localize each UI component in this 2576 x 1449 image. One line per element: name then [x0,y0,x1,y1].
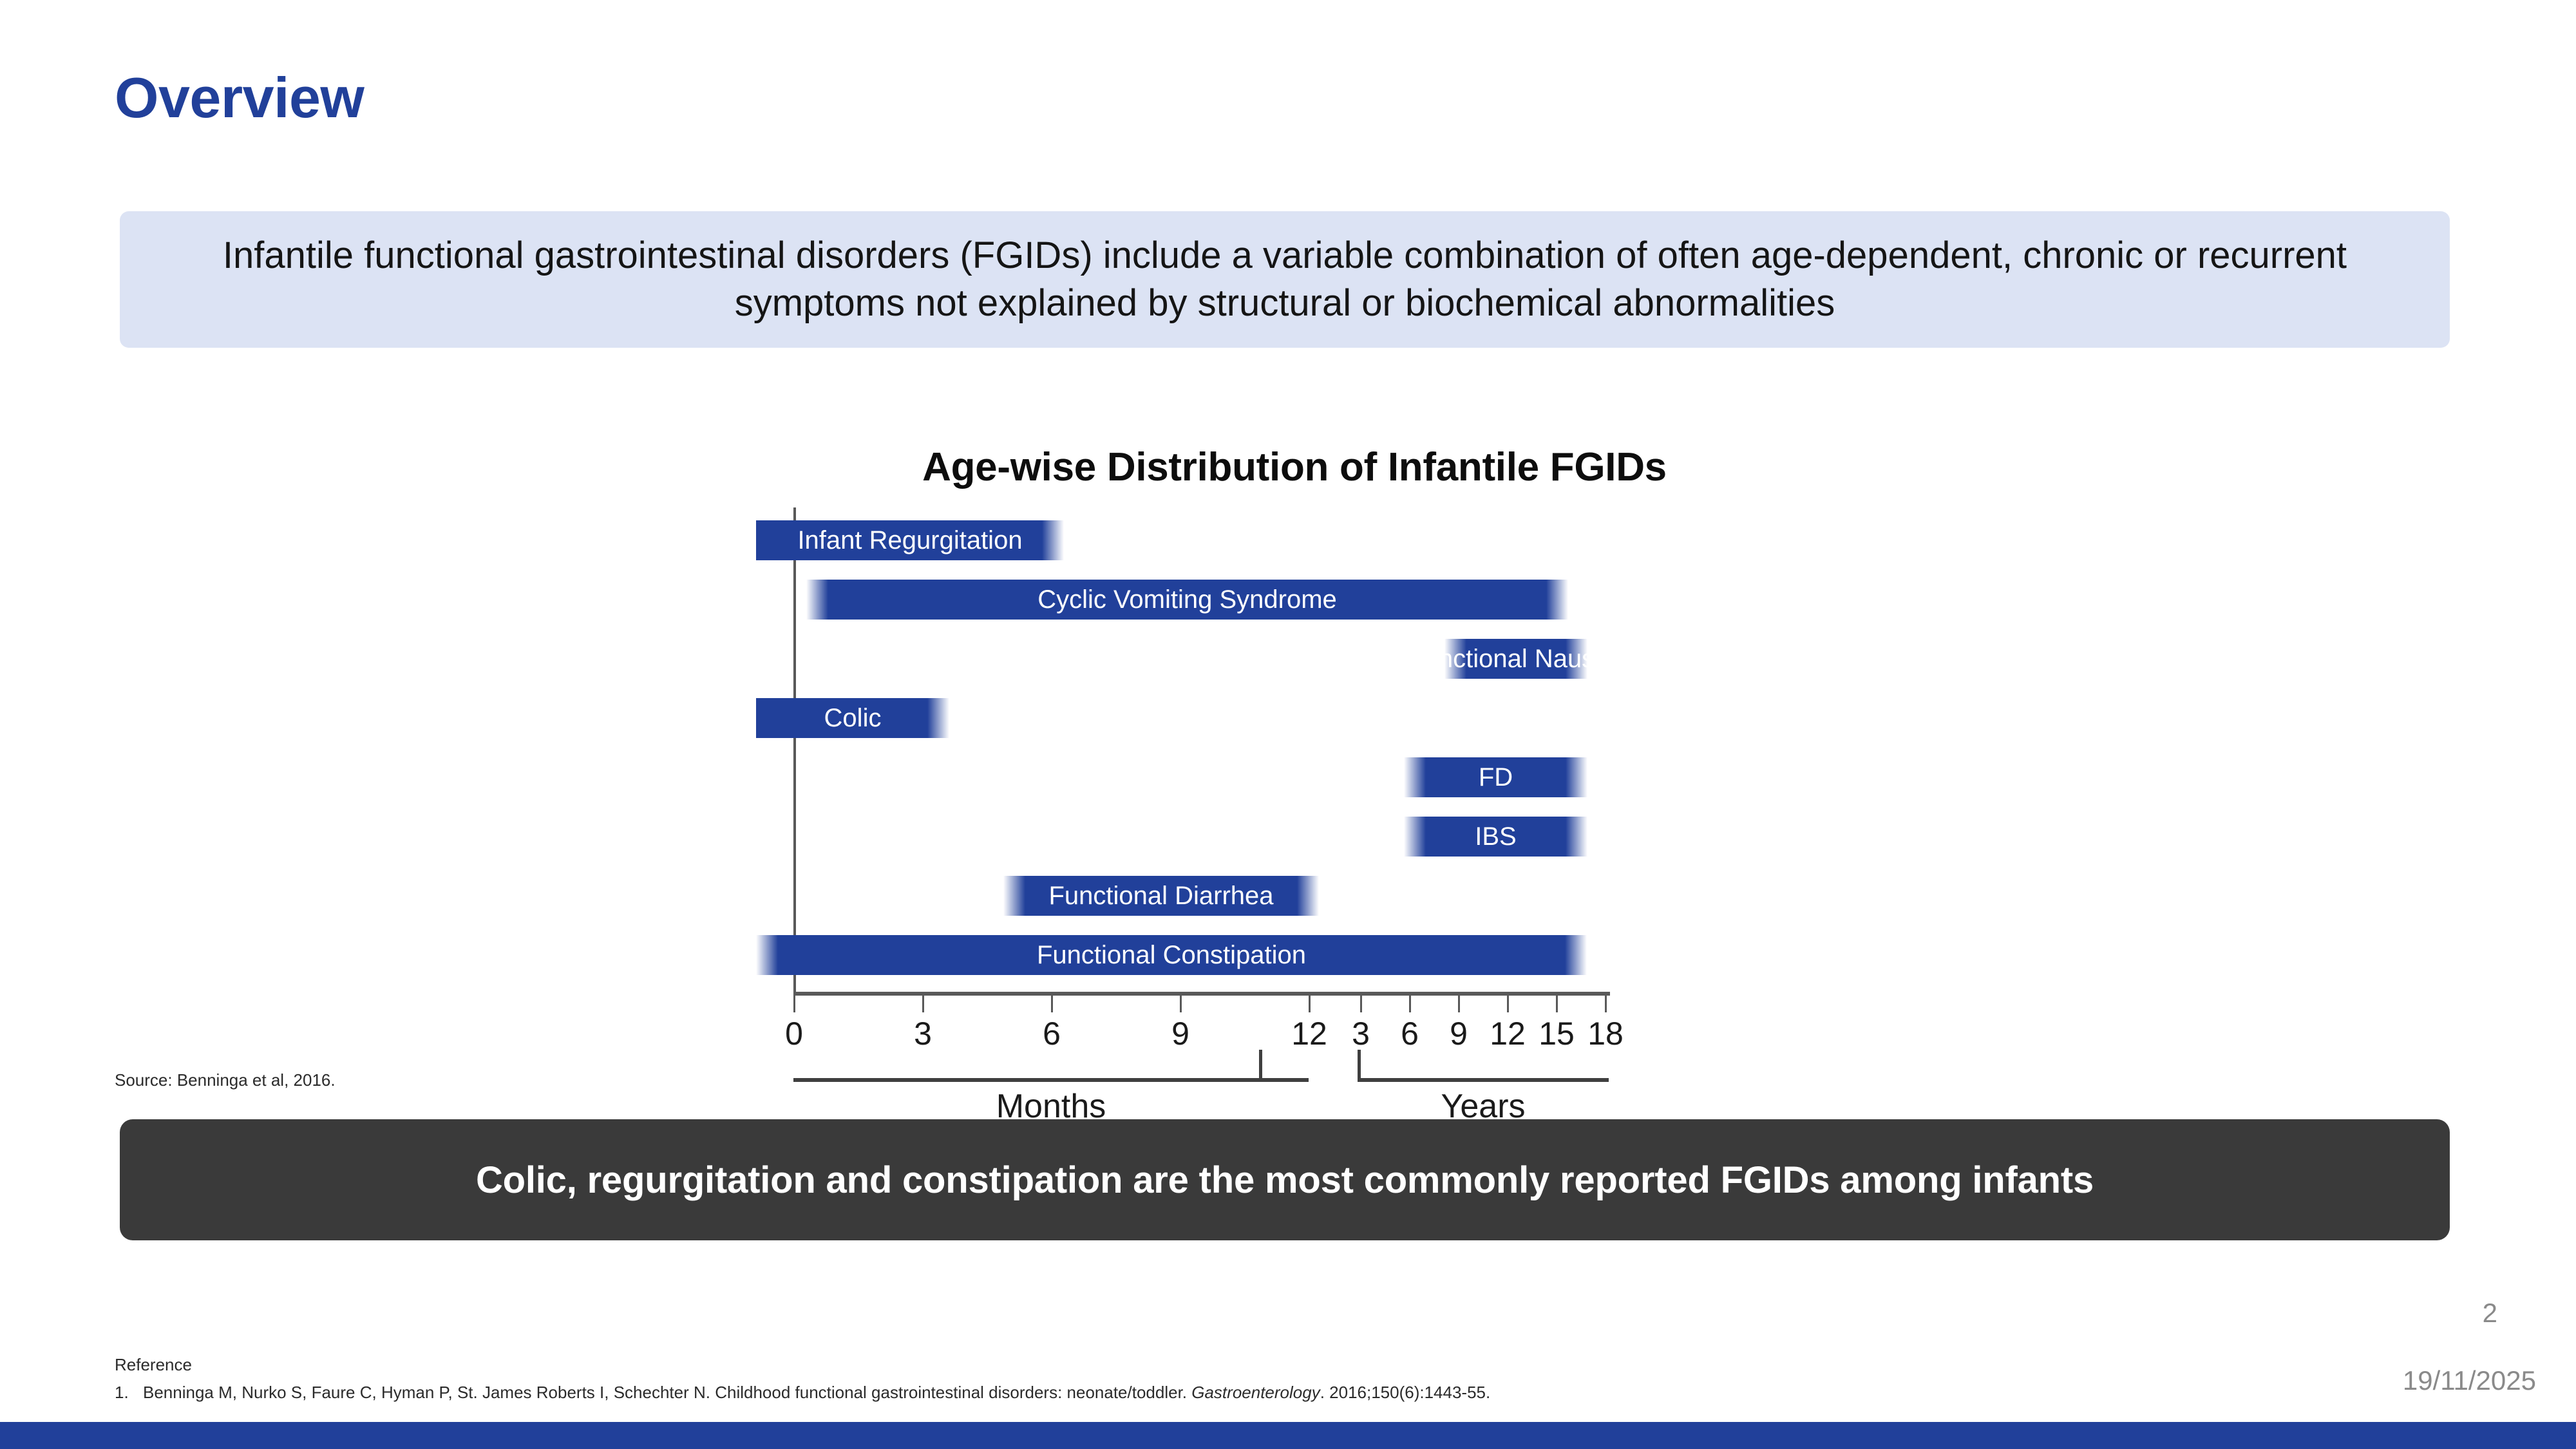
chart-bar-label: Cyclic Vomiting Syndrome [1037,585,1337,614]
lead-banner: Infantile functional gastrointestinal di… [120,211,2450,348]
x-axis-tick [922,996,924,1012]
reference-text-before: Benninga M, Nurko S, Faure C, Hyman P, S… [143,1383,1192,1402]
chart-bar: Functional Diarrhea [1003,876,1319,916]
reference-text-after: . 2016;150(6):1443-55. [1320,1383,1491,1402]
reference-number: 1. [115,1383,129,1402]
chart-bar: Infant Regurgitation [756,520,1064,560]
reference-block: Reference 1. Benninga M, Nurko S, Faure … [115,1352,1490,1405]
reference-journal-name: Gastroenterology [1191,1383,1320,1402]
x-axis-bracket-cap [1358,1050,1361,1078]
x-axis-tick [1180,996,1182,1012]
lead-banner-text: Infantile functional gastrointestinal di… [222,234,2347,324]
chart-bar-label: Colic [824,703,882,732]
chart-bar-label: Functional Diarrhea [1048,881,1274,910]
key-message-text: Colic, regurgitation and constipation ar… [475,1159,2094,1201]
chart-bar-label: Functional Nausea [1408,644,1624,673]
x-axis-line [793,992,1610,996]
chart-bar: IBS [1404,817,1587,857]
reference-item: 1. Benninga M, Nurko S, Faure C, Hyman P… [115,1380,1490,1405]
chart-bar: FD [1404,757,1587,797]
x-axis-tick-label: 3 [914,1016,932,1052]
x-axis-tick [1360,996,1362,1012]
x-axis-tick [1051,996,1053,1012]
chart-plot-area: Infant Regurgitation Cyclic Vomiting Synd… [747,507,1842,1125]
x-axis-tick [793,996,795,1012]
x-axis-tick [1458,996,1460,1012]
x-axis-tick-label: 15 [1539,1016,1575,1052]
x-axis-unit-label: Months [996,1088,1106,1125]
page-title: Overview [115,66,365,129]
x-axis-tick-label: 12 [1490,1016,1526,1052]
x-axis-tick [1507,996,1509,1012]
bottom-accent-bar [0,1422,2576,1449]
chart-bar-label: FD [1478,762,1513,791]
x-axis-tick-label: 6 [1043,1016,1061,1052]
x-axis-tick [1605,996,1607,1012]
x-axis-tick-label: 9 [1171,1016,1189,1052]
x-axis-bracket-cap [1259,1050,1262,1078]
chart-bar: Colic [756,698,949,738]
chart-title: Age-wise Distribution of Infantile FGIDs [922,445,1667,489]
key-message-banner: Colic, regurgitation and constipation ar… [120,1119,2450,1240]
fgid-age-distribution-chart: Age-wise Distribution of Infantile FGIDs… [747,444,1842,1125]
x-axis-tick-label: 12 [1291,1016,1327,1052]
x-axis-tick-label: 9 [1450,1016,1468,1052]
chart-bar-label: Infant Regurgitation [797,526,1023,554]
x-axis-tick [1556,996,1558,1012]
page-number: 2 [2482,1298,2497,1328]
y-axis-line [793,507,796,992]
source-note: Source: Benninga et al, 2016. [115,1070,336,1090]
chart-bar: Functional Constipation [756,935,1587,975]
x-axis-tick-label: 6 [1401,1016,1419,1052]
x-axis-tick-label: 0 [785,1016,803,1052]
x-axis-tick-label: 18 [1587,1016,1624,1052]
footer-date: 19/11/2025 [2402,1365,2536,1396]
reference-citation: Benninga M, Nurko S, Faure C, Hyman P, S… [143,1380,1490,1405]
x-axis-tick-label: 3 [1352,1016,1370,1052]
x-axis-unit-bracket [793,1050,1309,1082]
x-axis-tick [1309,996,1311,1012]
chart-bar-label: IBS [1475,822,1517,851]
chart-bar: Functional Nausea [1408,639,1624,679]
reference-heading: Reference [115,1355,192,1374]
x-axis-tick [1409,996,1411,1012]
x-axis-unit-bracket [1358,1050,1609,1082]
chart-bar-label: Functional Constipation [1036,940,1307,969]
x-axis-unit-label: Years [1441,1088,1526,1125]
chart-bar: Cyclic Vomiting Syndrome [806,580,1568,620]
